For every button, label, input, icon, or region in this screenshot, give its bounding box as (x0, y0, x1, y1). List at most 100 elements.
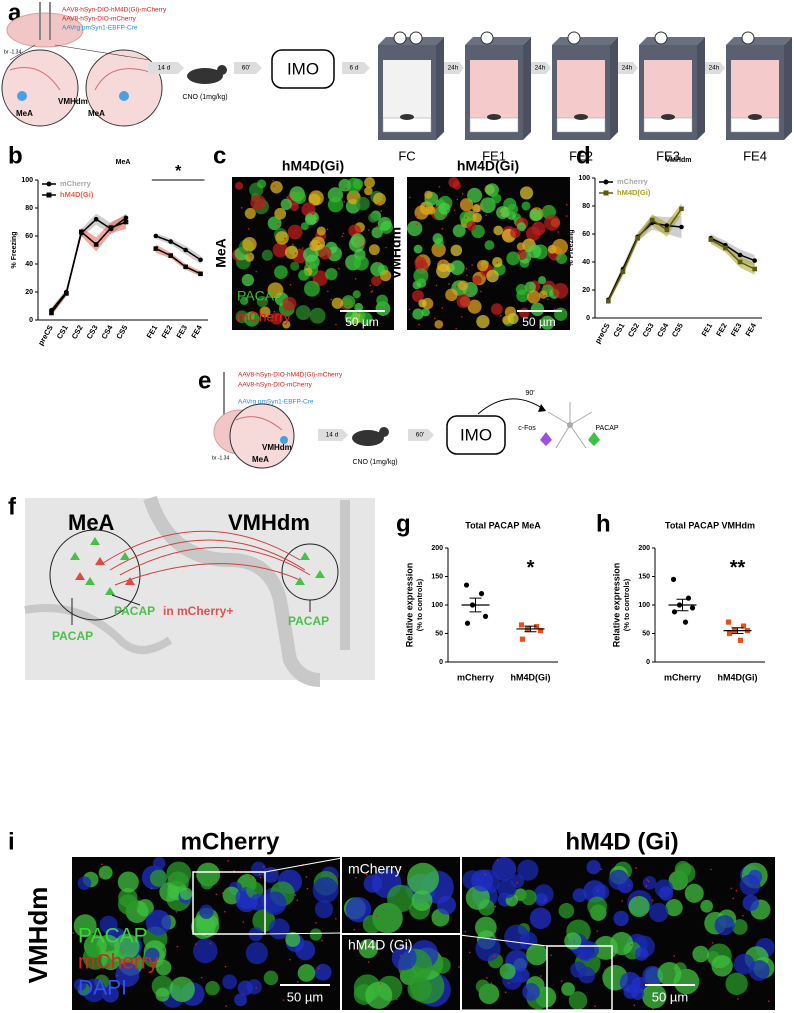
arrow-head (538, 404, 546, 412)
point (198, 257, 203, 263)
speck (453, 209, 456, 212)
speck (553, 308, 556, 311)
cell (270, 181, 283, 194)
point (682, 619, 689, 625)
cell (242, 236, 257, 252)
cell (312, 877, 339, 904)
speck (630, 944, 633, 946)
panel-f: MeA VMHdm PACAP PACAP in mCherry+ PACAP (24, 495, 375, 687)
cell (445, 288, 458, 302)
cell (235, 181, 244, 190)
column-label: hM4D(Gi) (282, 158, 344, 174)
cell (251, 861, 267, 877)
speck (335, 917, 337, 920)
cell (327, 197, 344, 213)
cell (475, 935, 501, 962)
point (183, 264, 188, 270)
zoom-box (546, 945, 613, 1011)
interval: 14 d (326, 432, 339, 439)
x-tick-label: FE2 (160, 323, 175, 339)
arrow (618, 62, 638, 74)
speck (240, 207, 243, 209)
cell (510, 227, 521, 239)
speck (225, 1005, 227, 1007)
cell (450, 244, 463, 257)
drug: CNO (1mg/kg) (182, 94, 227, 101)
speck (369, 284, 372, 287)
speck (80, 990, 82, 993)
mouse (400, 114, 414, 120)
speck (399, 969, 401, 972)
y-tick-label: 200 (638, 545, 650, 552)
series-line (50, 221, 201, 314)
cell (412, 308, 424, 320)
x-tick-label: hM4D(Gi) (511, 672, 551, 682)
zoom-line (459, 934, 548, 947)
cell (98, 865, 113, 880)
speck (273, 310, 276, 313)
sem-bar (469, 597, 482, 613)
y-tick-label: 200 (431, 545, 443, 552)
speck (448, 283, 450, 285)
speck (376, 225, 378, 228)
speck (316, 319, 319, 321)
speck (468, 951, 471, 954)
speck (365, 944, 368, 946)
cell (527, 244, 542, 259)
cell (314, 900, 334, 919)
speck (221, 892, 224, 894)
speck (296, 899, 299, 902)
cell (437, 895, 457, 915)
marker-label: c-Fos (518, 425, 536, 432)
cell (642, 875, 657, 890)
speck (310, 285, 313, 288)
speck (534, 222, 537, 225)
cell (733, 953, 755, 975)
cell (742, 894, 760, 912)
speck (261, 301, 264, 304)
zoom-circle (229, 403, 295, 469)
chart-title: MeA (116, 159, 131, 166)
cell (377, 216, 392, 231)
speck (263, 866, 265, 868)
cell (180, 887, 193, 900)
x-tick-label: preCS (36, 323, 55, 347)
cell (195, 913, 220, 938)
session: FE3 (656, 148, 680, 163)
y-tick-label: 40 (25, 261, 33, 268)
cell (368, 212, 379, 223)
cell (115, 962, 140, 987)
cell (364, 177, 375, 188)
micrographs (72, 177, 775, 1010)
point (518, 622, 525, 628)
speck (516, 207, 519, 210)
point (649, 217, 655, 223)
cell (480, 197, 496, 214)
speck (565, 203, 568, 206)
speck (544, 899, 547, 901)
point (93, 242, 99, 247)
y-tick-label: 50 (435, 630, 443, 637)
cell (516, 222, 527, 232)
cell (341, 295, 356, 309)
region: MeA (16, 109, 33, 118)
speck (465, 216, 467, 219)
chamber-side (436, 37, 444, 140)
cell (290, 261, 300, 271)
cell (506, 251, 521, 266)
cell (665, 899, 683, 917)
point (752, 258, 757, 263)
cell (476, 314, 490, 329)
speck (103, 978, 105, 980)
cell (113, 933, 140, 960)
cell (507, 203, 519, 215)
injection (17, 91, 27, 101)
speck (306, 887, 309, 890)
speck (495, 936, 497, 939)
mouse (379, 427, 389, 437)
cell (556, 253, 568, 265)
speck (330, 298, 332, 301)
speck (408, 308, 411, 311)
scale-label: 50 µm (287, 989, 323, 1004)
